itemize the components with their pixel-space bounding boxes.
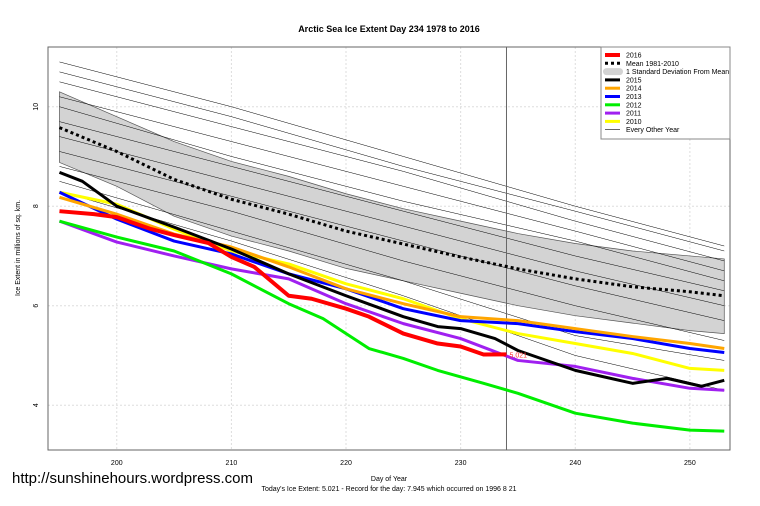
plot-area: 5.021 [48,47,730,450]
legend-label: 2011 [626,111,641,118]
series-line-2015 [58,170,725,388]
x-tick-label: 240 [569,460,581,467]
watermark-url[interactable]: http://sunshinehours.wordpress.com [12,470,253,487]
x-tick-label: 230 [455,460,467,467]
other-year-line [59,106,725,282]
legend-label: 2012 [626,102,642,109]
legend-label: Mean 1981-2010 [626,61,679,68]
other-year-line [59,81,725,262]
x-tick-label: 250 [684,460,696,467]
other-year-line [59,191,725,391]
legend-label: 2014 [626,86,642,93]
legend-label: 2013 [626,94,642,101]
legend-label: 2015 [626,77,642,84]
y-tick-label: 4 [33,403,40,407]
plot-frame [47,46,731,451]
other-year-line [59,96,725,272]
x-tick-label: 210 [226,460,238,467]
x-axis-label: Day of Year [371,476,408,483]
legend-label: Every Other Year [626,127,680,134]
x-tick-label: 200 [111,460,123,467]
x-axis: 200 210 220 230 240 250 [111,460,696,467]
x-tick-label: 220 [340,460,352,467]
series-line-2012 [59,219,725,433]
series-line-2010 [59,190,725,372]
series-line-2016 [59,209,507,357]
chart-subtitle: Today's Ice Extent: 5.021 - Record for t… [261,486,516,493]
legend-label: 2016 [626,53,642,60]
other-year-line [59,71,725,252]
other-year-line [59,61,725,247]
legend-label: 1 Standard Deviation From Mean [626,69,729,76]
y-axis-label: Ice Extent in millions of sq. km. [15,200,22,296]
current-value-label: 5.021 [509,352,527,359]
y-axis: 4 6 8 10 [33,103,40,407]
other-year-line [59,181,725,361]
legend-label: 2010 [626,119,642,126]
y-tick-label: 6 [33,304,40,308]
y-tick-label: 8 [33,204,40,208]
y-tick-label: 10 [33,103,40,111]
other-year-line [59,166,725,341]
other-year-line [59,136,725,306]
other-year-line [59,121,725,292]
series-line-2013 [58,190,725,354]
chart-title: Arctic Sea Ice Extent Day 234 1978 to 20… [298,24,480,34]
legend-box [600,46,731,140]
series-line-2011 [58,219,725,392]
other-year-line [59,151,725,321]
std-deviation-band [59,91,725,334]
legend-swatch-band [603,68,623,76]
